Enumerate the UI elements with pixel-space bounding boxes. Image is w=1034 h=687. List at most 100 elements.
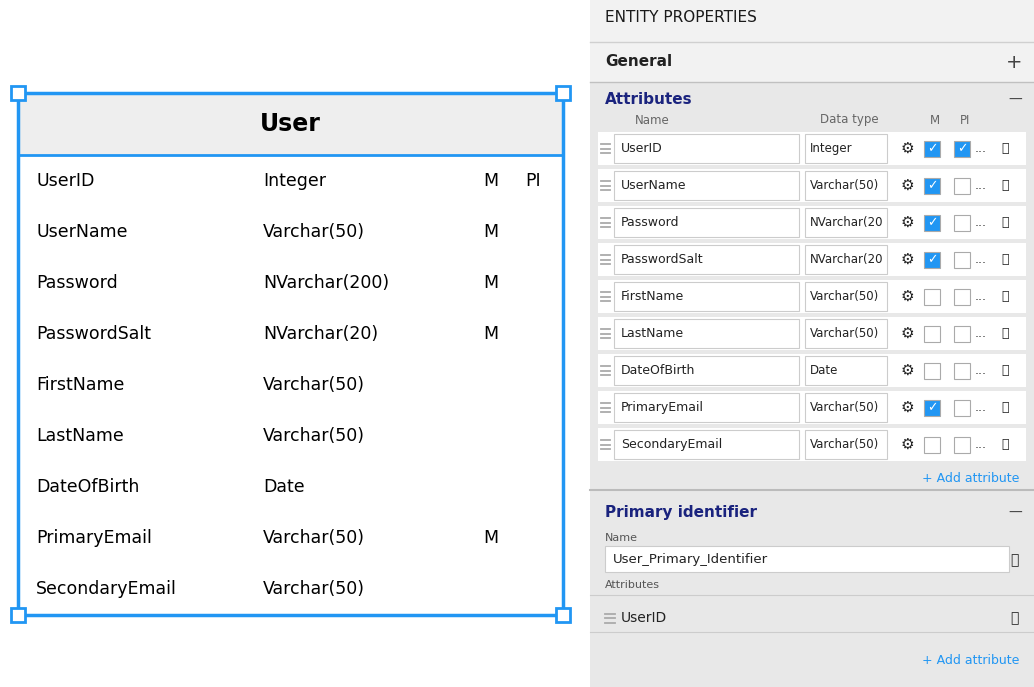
- Bar: [598, 206, 1026, 239]
- Text: Varchar(50): Varchar(50): [810, 327, 879, 340]
- Text: + Add attribute: + Add attribute: [921, 471, 1018, 484]
- Text: M: M: [930, 113, 940, 126]
- Text: 🗑: 🗑: [1001, 290, 1009, 303]
- Text: ⚙: ⚙: [901, 252, 914, 267]
- Bar: [590, 0, 1034, 687]
- Bar: [924, 400, 940, 416]
- Text: Primary identifier: Primary identifier: [605, 506, 757, 521]
- Text: Integer: Integer: [810, 142, 853, 155]
- Text: ENTITY PROPERTIES: ENTITY PROPERTIES: [605, 10, 757, 25]
- Text: NVarchar(200): NVarchar(200): [263, 274, 389, 292]
- Bar: [18, 93, 562, 155]
- Bar: [556, 608, 570, 622]
- Text: +: +: [1005, 52, 1022, 71]
- Bar: [598, 169, 1026, 202]
- Text: ...: ...: [975, 179, 987, 192]
- Text: Date: Date: [810, 364, 839, 377]
- Bar: [954, 400, 970, 416]
- Text: NVarchar(20): NVarchar(20): [263, 325, 378, 343]
- Bar: [598, 243, 1026, 276]
- Bar: [924, 214, 940, 231]
- Bar: [598, 354, 1026, 387]
- Text: UserName: UserName: [621, 179, 687, 192]
- Text: Varchar(50): Varchar(50): [263, 376, 365, 394]
- Text: M: M: [484, 274, 498, 292]
- Text: ...: ...: [975, 253, 987, 266]
- Text: SecondaryEmail: SecondaryEmail: [36, 581, 177, 598]
- Bar: [605, 546, 1009, 572]
- Text: ⚙: ⚙: [901, 215, 914, 230]
- Bar: [954, 214, 970, 231]
- Bar: [805, 171, 887, 200]
- Bar: [805, 208, 887, 237]
- Bar: [954, 251, 970, 267]
- Bar: [954, 141, 970, 157]
- Text: 🗑: 🗑: [1001, 179, 1009, 192]
- Text: General: General: [605, 54, 672, 69]
- Text: Varchar(50): Varchar(50): [810, 401, 879, 414]
- Text: Data type: Data type: [820, 113, 879, 126]
- Bar: [924, 141, 940, 157]
- Bar: [954, 326, 970, 341]
- Text: FirstName: FirstName: [621, 290, 685, 303]
- Bar: [805, 245, 887, 274]
- Bar: [614, 393, 799, 422]
- Bar: [924, 289, 940, 304]
- Bar: [924, 363, 940, 379]
- Text: PasswordSalt: PasswordSalt: [621, 253, 703, 266]
- Text: 🗑: 🗑: [1001, 253, 1009, 266]
- Bar: [805, 356, 887, 385]
- Text: 🗑: 🗑: [1010, 553, 1018, 567]
- Text: ✓: ✓: [926, 401, 937, 414]
- Bar: [614, 171, 799, 200]
- Text: —: —: [1008, 93, 1022, 107]
- Text: Name: Name: [605, 533, 638, 543]
- Bar: [614, 245, 799, 274]
- Text: ⚙: ⚙: [901, 289, 914, 304]
- Text: M: M: [484, 325, 498, 343]
- Text: UserID: UserID: [36, 172, 94, 190]
- Bar: [954, 363, 970, 379]
- Text: Attributes: Attributes: [605, 93, 693, 107]
- Text: UserID: UserID: [621, 142, 663, 155]
- Bar: [924, 326, 940, 341]
- Bar: [924, 251, 940, 267]
- Bar: [18, 93, 562, 615]
- Text: M: M: [484, 223, 498, 240]
- Text: SecondaryEmail: SecondaryEmail: [621, 438, 723, 451]
- Text: 🗑: 🗑: [1001, 327, 1009, 340]
- Text: FirstName: FirstName: [36, 376, 124, 394]
- Bar: [805, 430, 887, 459]
- Bar: [598, 132, 1026, 165]
- Text: ✓: ✓: [926, 216, 937, 229]
- Text: ⚙: ⚙: [901, 437, 914, 452]
- Text: User_Primary_Identifier: User_Primary_Identifier: [613, 554, 768, 567]
- Bar: [598, 280, 1026, 313]
- Bar: [598, 317, 1026, 350]
- Text: M: M: [484, 172, 498, 190]
- Bar: [614, 282, 799, 311]
- Text: Name: Name: [635, 113, 670, 126]
- Text: Integer: Integer: [263, 172, 326, 190]
- Text: ⚙: ⚙: [901, 326, 914, 341]
- Bar: [556, 86, 570, 100]
- Text: ...: ...: [975, 327, 987, 340]
- Text: Varchar(50): Varchar(50): [263, 529, 365, 548]
- Bar: [0, 0, 590, 687]
- Bar: [954, 177, 970, 194]
- Text: NVarchar(20: NVarchar(20: [810, 216, 883, 229]
- Bar: [614, 134, 799, 163]
- Text: Varchar(50): Varchar(50): [263, 581, 365, 598]
- Text: Attributes: Attributes: [605, 580, 660, 590]
- Bar: [954, 436, 970, 453]
- Text: M: M: [484, 529, 498, 548]
- Text: PasswordSalt: PasswordSalt: [36, 325, 151, 343]
- Text: ⚙: ⚙: [901, 400, 914, 415]
- Text: User: User: [261, 112, 321, 136]
- Text: UserID: UserID: [621, 611, 667, 625]
- Text: PI: PI: [525, 172, 541, 190]
- Text: Varchar(50): Varchar(50): [810, 179, 879, 192]
- Bar: [590, 490, 1034, 687]
- Text: ...: ...: [975, 438, 987, 451]
- Text: UserName: UserName: [36, 223, 127, 240]
